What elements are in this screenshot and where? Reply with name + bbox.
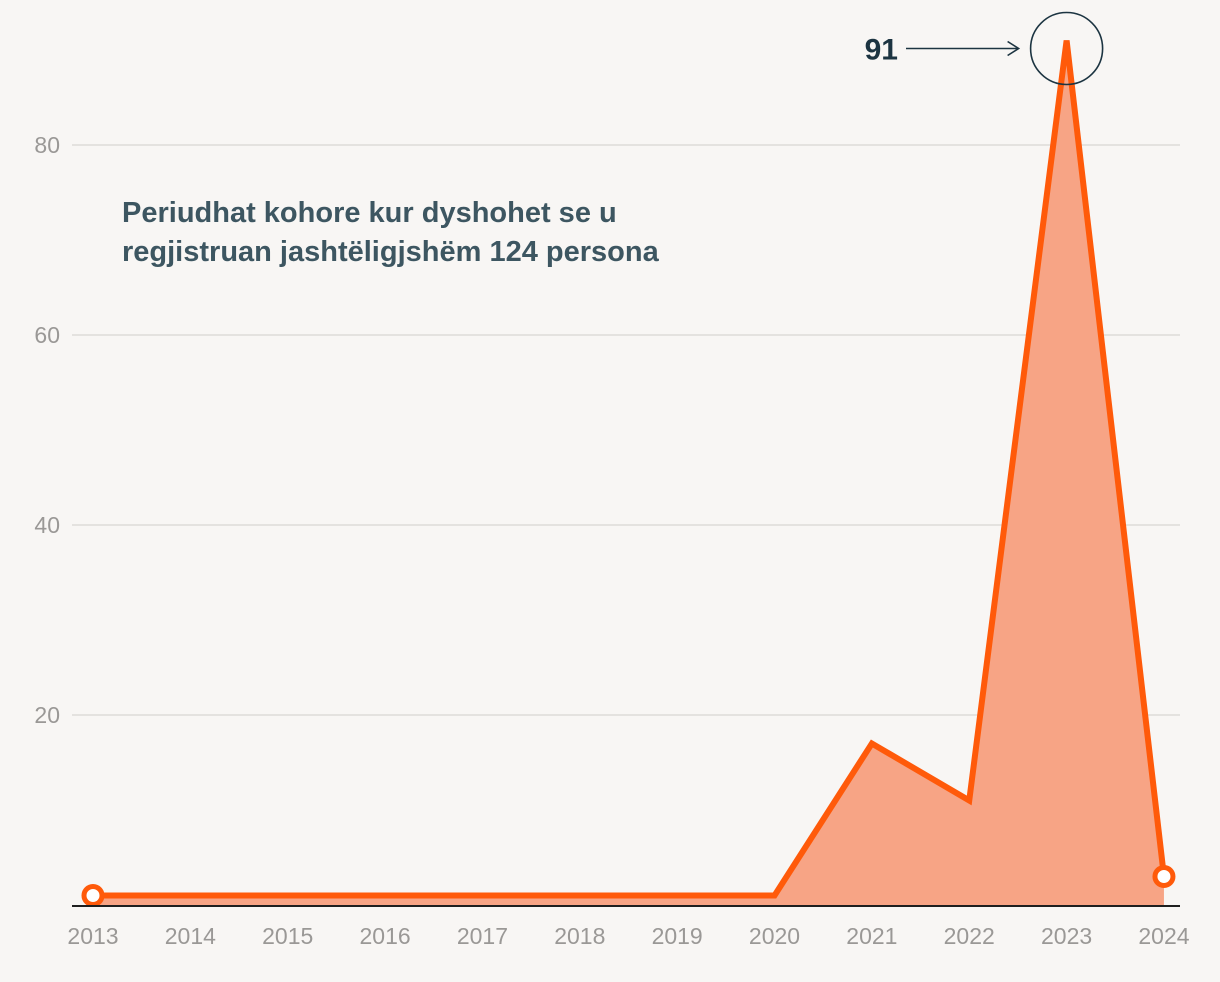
x-tick-label: 2022 bbox=[944, 923, 995, 949]
y-tick-label: 20 bbox=[34, 702, 60, 728]
x-tick-label: 2021 bbox=[846, 923, 897, 949]
y-axis-ticks: 20 40 60 80 bbox=[34, 132, 60, 728]
x-tick-label: 2023 bbox=[1041, 923, 1092, 949]
endpoint-marker bbox=[1152, 865, 1176, 888]
peak-highlight-circle bbox=[1029, 11, 1104, 86]
x-tick-label: 2024 bbox=[1138, 923, 1189, 949]
x-tick-label: 2016 bbox=[359, 923, 410, 949]
annotation-arrow-head bbox=[1007, 40, 1021, 57]
endpoint-marker bbox=[81, 884, 105, 907]
x-tick-label: 2019 bbox=[652, 923, 703, 949]
area-fill bbox=[93, 40, 1164, 905]
x-tick-label: 2018 bbox=[554, 923, 605, 949]
y-tick-label: 80 bbox=[34, 132, 60, 158]
chart-title-line-1: Periudhat kohore kur dyshohet se u bbox=[122, 197, 617, 229]
x-tick-label: 2017 bbox=[457, 923, 508, 949]
x-axis-ticks: 2013 2014 2015 2016 2017 2018 2019 2020 2021 2022… bbox=[67, 923, 1189, 949]
x-tick-label: 2020 bbox=[749, 923, 800, 949]
x-tick-label: 2015 bbox=[262, 923, 313, 949]
peak-annotation-value: 91 bbox=[865, 34, 898, 67]
y-tick-label: 60 bbox=[34, 322, 60, 348]
chart-title: Periudhat kohore kur dyshohet se u regji… bbox=[122, 197, 660, 268]
area-layer bbox=[81, 40, 1176, 907]
x-tick-label: 2013 bbox=[67, 923, 118, 949]
x-tick-label: 2014 bbox=[165, 923, 216, 949]
y-tick-label: 40 bbox=[34, 512, 60, 538]
series-line bbox=[93, 40, 1167, 899]
chart-title-line-2: regjistruan jashtëligjshëm 124 persona bbox=[122, 236, 660, 268]
peak-annotation: 91 bbox=[865, 11, 1104, 86]
